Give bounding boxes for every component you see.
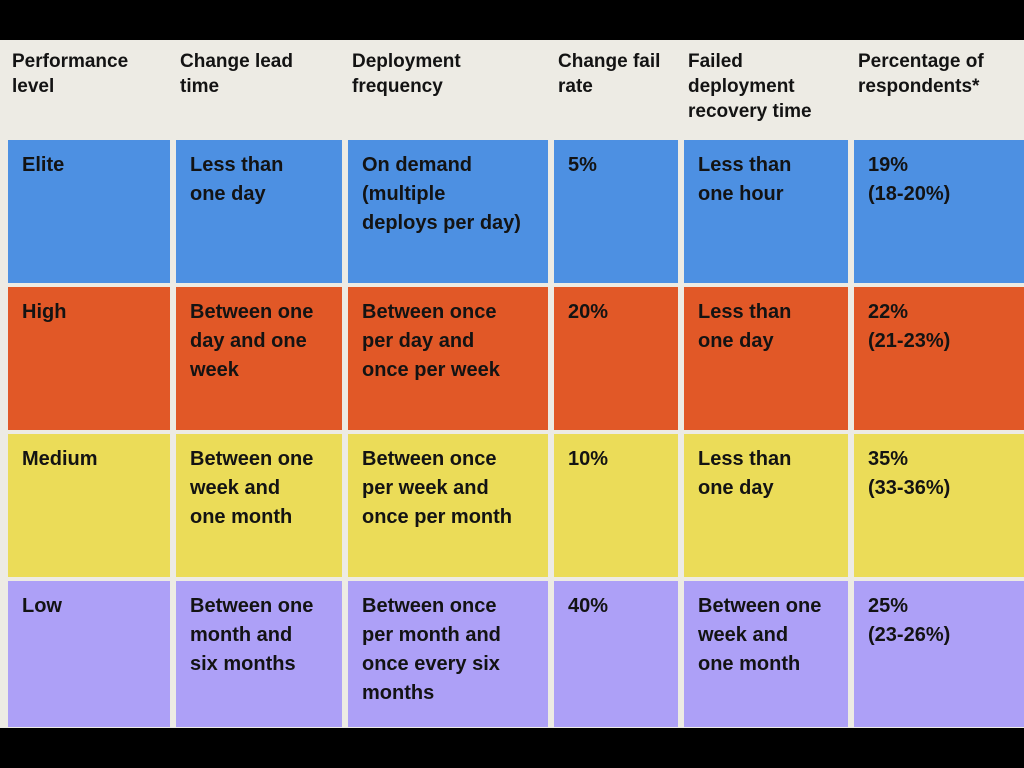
table-cell-medium-level: Medium [8, 434, 170, 577]
table-cell-high-deploy-frequency: Between once per day and once per week [348, 287, 548, 430]
table-cell-low-level: Low [8, 581, 170, 727]
table-cell-low-lead-time: Between one month and six months [176, 581, 342, 727]
table-cell-elite-respondents: 19% (18-20%) [854, 140, 1024, 283]
column-header-failed-deployment-recovery-time: Failed deployment recovery time [688, 51, 812, 122]
table-cell-medium-deploy-frequency: Between once per week and once per month [348, 434, 548, 577]
column-header-performance-level: Performance level [12, 51, 129, 97]
table-cell-elite-lead-time: Less than one day [176, 140, 342, 283]
table-cell-low-respondents: 25% (23-26%) [854, 581, 1024, 727]
table-cell-elite-deploy-frequency: On demand (multiple deploys per day) [348, 140, 548, 283]
column-header-percentage-of-respondents: Percentage of respondents* [858, 51, 984, 97]
table-cell-medium-respondents: 35% (33-36%) [854, 434, 1024, 577]
table-cell-elite-recovery-time: Less than one hour [684, 140, 848, 283]
table-cell-elite-fail-rate: 5% [554, 140, 678, 283]
table-cell-high-fail-rate: 20% [554, 287, 678, 430]
column-header-change-lead-time: Change lead time [180, 51, 293, 97]
column-header-deployment-frequency: Deployment frequency [352, 51, 461, 97]
table-cell-high-level: High [8, 287, 170, 430]
table-cell-medium-recovery-time: Less than one day [684, 434, 848, 577]
table-cell-high-recovery-time: Less than one day [684, 287, 848, 430]
table-cell-low-recovery-time: Between one week and one month [684, 581, 848, 727]
performance-table: Performance level Change lead time Deplo… [0, 40, 1024, 728]
table-cell-low-fail-rate: 40% [554, 581, 678, 727]
table-grid: Performance level Change lead time Deplo… [0, 40, 1024, 727]
table-cell-medium-lead-time: Between one week and one month [176, 434, 342, 577]
table-cell-elite-level: Elite [8, 140, 170, 283]
table-cell-low-deploy-frequency: Between once per month and once every si… [348, 581, 548, 727]
table-cell-high-respondents: 22% (21-23%) [854, 287, 1024, 430]
table-cell-high-lead-time: Between one day and one week [176, 287, 342, 430]
column-header-change-fail-rate: Change fail rate [558, 51, 661, 97]
table-cell-medium-fail-rate: 10% [554, 434, 678, 577]
